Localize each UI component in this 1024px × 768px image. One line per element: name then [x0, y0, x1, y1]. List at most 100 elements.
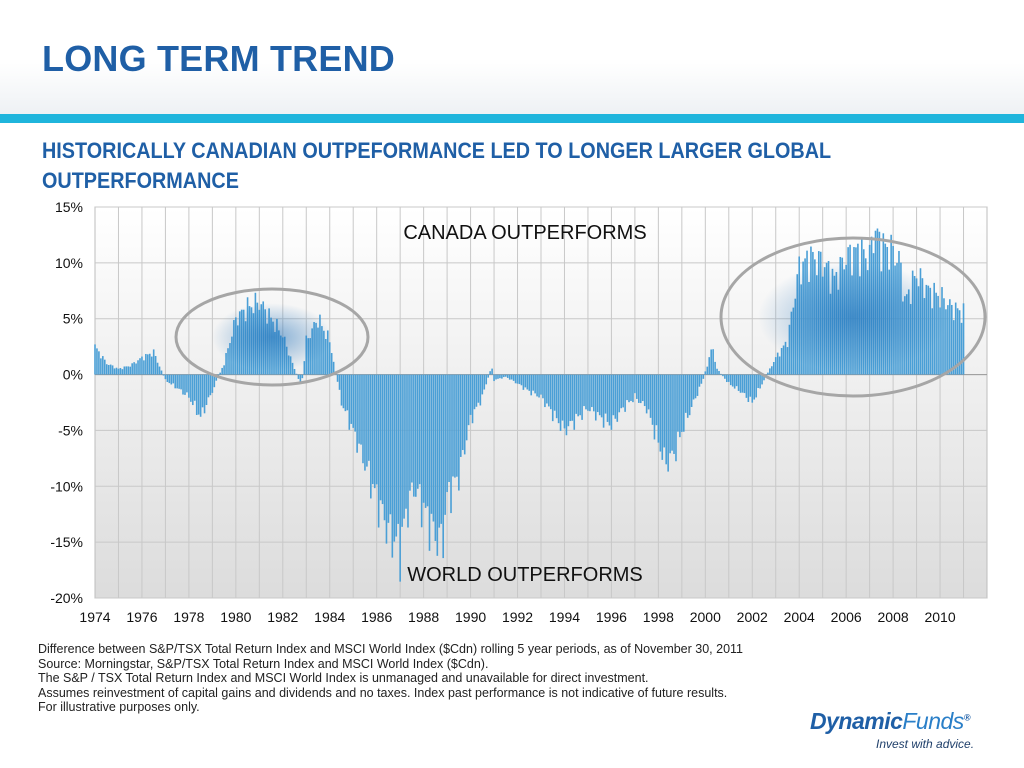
bar [649, 374, 652, 418]
bar [504, 374, 507, 377]
bar [424, 374, 427, 508]
bar [348, 374, 351, 430]
footnotes: Difference between S&P/TSX Total Return … [38, 642, 938, 715]
bar [102, 356, 104, 375]
bar [722, 374, 724, 377]
bar [434, 374, 437, 541]
bar [520, 374, 523, 386]
bar [227, 348, 229, 375]
bar [458, 374, 460, 491]
bar [152, 349, 155, 375]
y-tick-label: -10% [50, 478, 83, 494]
bar [493, 374, 495, 382]
bar [325, 338, 327, 375]
bar [645, 374, 648, 414]
bar [763, 374, 765, 381]
bar [219, 372, 221, 375]
bar [782, 345, 785, 375]
bar [718, 371, 720, 375]
bar [164, 374, 167, 380]
bar [295, 373, 298, 375]
footnote-line: For illustrative purposes only. [38, 700, 200, 715]
bar [589, 374, 591, 412]
bar [557, 374, 560, 424]
bar [105, 364, 108, 375]
bar [129, 366, 132, 375]
x-tick-label: 2006 [831, 609, 862, 625]
bar [767, 372, 769, 375]
bar [546, 374, 548, 404]
x-tick-label: 1976 [126, 609, 157, 625]
y-tick-label: 10% [55, 255, 83, 271]
bar [303, 361, 306, 375]
bar [352, 374, 355, 428]
bar [559, 374, 562, 431]
bar [205, 374, 208, 405]
bar [624, 374, 626, 412]
bar [724, 374, 726, 379]
bar [622, 374, 624, 408]
bar [193, 374, 196, 401]
bar [420, 374, 423, 528]
bar [446, 374, 448, 493]
bar [771, 366, 773, 375]
bar [694, 374, 697, 399]
header-band [0, 0, 1024, 114]
bar [628, 374, 630, 403]
chart-subtitle: HISTORICALLY CANADIAN OUTPEFORMANCE LED … [42, 138, 831, 193]
bar [643, 374, 646, 407]
bar [632, 374, 634, 403]
bar [397, 374, 400, 524]
bar [370, 374, 372, 499]
bar [524, 374, 527, 388]
bar [952, 320, 955, 375]
bar [638, 374, 640, 403]
bar [137, 360, 139, 375]
bar [117, 368, 120, 375]
logo-wordmark: DynamicFunds® [810, 708, 970, 735]
bar [201, 374, 204, 408]
bar [651, 374, 654, 425]
bar [436, 374, 439, 556]
bar [673, 374, 675, 454]
bar [594, 374, 597, 421]
bar [195, 374, 198, 415]
bar [563, 374, 566, 429]
bar [479, 374, 482, 406]
bar [213, 374, 216, 388]
bar [100, 358, 102, 375]
bar [428, 374, 431, 551]
bar [119, 368, 122, 375]
y-tick-label: 5% [63, 311, 83, 327]
bar [653, 374, 656, 440]
annotation-canada-outperforms: CANADA OUTPERFORMS [403, 222, 646, 244]
bar [413, 374, 415, 497]
bar [565, 374, 568, 436]
bar [113, 368, 116, 375]
bar [778, 356, 781, 375]
bar [139, 358, 141, 375]
logo-brand-light: Funds [902, 708, 964, 734]
x-tick-label: 1996 [596, 609, 627, 625]
bar [209, 374, 212, 396]
bar [103, 359, 106, 375]
bar [626, 374, 628, 401]
x-tick-label: 1990 [455, 609, 486, 625]
bar [358, 374, 360, 444]
page-title: LONG TERM TREND [42, 38, 395, 79]
bar [156, 362, 159, 375]
bar [115, 367, 118, 375]
bar [373, 374, 376, 489]
bar [154, 356, 157, 375]
bar [769, 368, 771, 375]
bar [180, 374, 182, 390]
bar [681, 374, 683, 432]
bar [606, 374, 609, 422]
bar [491, 368, 493, 375]
bar [544, 374, 546, 408]
bar [448, 374, 450, 483]
bar [148, 353, 151, 375]
x-tick-label: 1992 [502, 609, 533, 625]
bar [727, 374, 730, 382]
bar [665, 374, 667, 465]
